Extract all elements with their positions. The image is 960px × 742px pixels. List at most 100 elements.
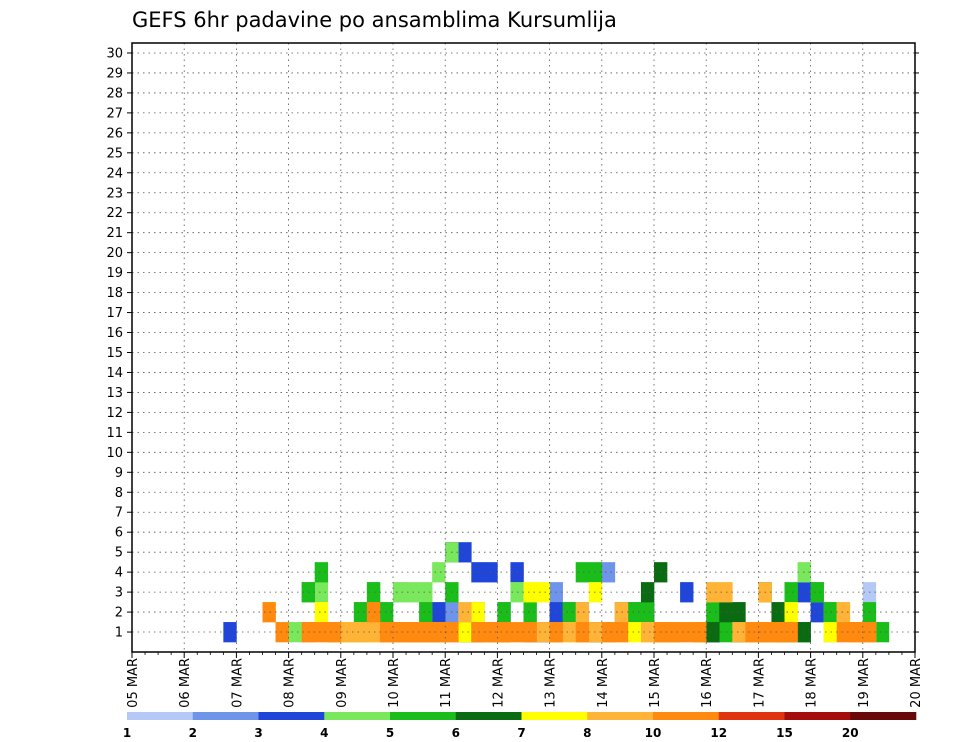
heatmap-cell bbox=[288, 622, 302, 643]
legend-swatch bbox=[455, 712, 522, 720]
legend-label: 20 bbox=[842, 726, 859, 740]
plot-frame bbox=[131, 42, 916, 653]
heatmap-cell bbox=[223, 622, 237, 643]
chart-title: GEFS 6hr padavine po ansamblima Kursumli… bbox=[132, 8, 617, 32]
heatmap-cell bbox=[314, 582, 329, 603]
y-tick-label: 24 bbox=[106, 166, 123, 181]
y-tick-label: 8 bbox=[115, 486, 123, 501]
heatmap-cell bbox=[523, 602, 537, 623]
heatmap-cell bbox=[419, 602, 433, 623]
heatmap-cell bbox=[823, 622, 837, 643]
y-tick-label: 28 bbox=[106, 86, 123, 101]
y-tick-label: 13 bbox=[106, 386, 123, 401]
heatmap-cell bbox=[314, 562, 329, 583]
heatmap-cell bbox=[575, 622, 590, 643]
heatmap-cell bbox=[836, 622, 851, 643]
heatmap-cell bbox=[810, 582, 824, 603]
heatmap-cell bbox=[680, 582, 694, 603]
heatmap-cell bbox=[432, 562, 446, 583]
legend-swatch bbox=[653, 712, 720, 720]
heatmap-cell bbox=[810, 602, 824, 623]
heatmap-cell bbox=[458, 542, 472, 563]
heatmap-cell bbox=[667, 622, 681, 643]
heatmap-cell bbox=[627, 602, 642, 623]
legend-swatch bbox=[850, 712, 917, 720]
legend-label: 1 bbox=[123, 726, 131, 740]
heatmap-cell bbox=[706, 622, 720, 643]
heatmap-cell bbox=[680, 622, 694, 643]
x-tick-label: 06 MAR bbox=[178, 658, 193, 708]
legend-swatch bbox=[192, 712, 259, 720]
heatmap-cell bbox=[771, 622, 785, 643]
x-tick-label: 12 MAR bbox=[491, 658, 506, 708]
heatmap-cell bbox=[484, 622, 498, 643]
y-tick-label: 26 bbox=[106, 126, 123, 141]
heatmap-cell bbox=[836, 602, 851, 623]
y-tick-label: 3 bbox=[115, 586, 123, 601]
heatmap-cell bbox=[393, 582, 407, 603]
heatmap-cell bbox=[393, 622, 407, 643]
legend-label: 12 bbox=[710, 726, 727, 740]
y-tick-label: 15 bbox=[106, 346, 123, 361]
legend-swatch bbox=[784, 712, 851, 720]
heatmap-cell bbox=[719, 582, 733, 603]
legend-swatch bbox=[258, 712, 325, 720]
heatmap-cell bbox=[497, 602, 511, 623]
x-axis: 05 MAR 06 MAR 07 MAR 08 MAR 09 MAR 10 MAR 11 M… bbox=[126, 652, 924, 708]
heatmap-cell bbox=[432, 622, 446, 643]
heatmap-cell bbox=[366, 582, 381, 603]
heatmap-cell bbox=[484, 562, 498, 583]
heatmap-cell bbox=[719, 602, 733, 623]
heatmap-cell bbox=[784, 582, 798, 603]
y-tick-label: 19 bbox=[106, 266, 123, 281]
y-tick-label: 29 bbox=[106, 66, 123, 81]
heatmap-cell bbox=[575, 602, 590, 623]
grid-lines bbox=[132, 43, 915, 652]
heatmap-cell bbox=[353, 622, 368, 643]
heatmap-cell bbox=[640, 582, 655, 603]
heatmap-cell bbox=[458, 622, 472, 643]
legend-label: 7 bbox=[517, 726, 525, 740]
y-tick-label: 21 bbox=[106, 226, 123, 241]
heatmap-cell bbox=[432, 602, 446, 623]
legend-label: 2 bbox=[189, 726, 197, 740]
heatmap-cell bbox=[784, 602, 798, 623]
y-tick-label: 10 bbox=[106, 446, 123, 461]
x-tick-label: 20 MAR bbox=[909, 658, 924, 708]
y-tick-label: 22 bbox=[106, 206, 123, 221]
y-tick-label: 2 bbox=[115, 606, 123, 621]
heatmap-cell bbox=[497, 622, 511, 643]
legend-label: 5 bbox=[386, 726, 394, 740]
legend-label: 10 bbox=[645, 726, 662, 740]
heatmap-cell bbox=[875, 622, 890, 643]
y-axis: 1234567891011121314151617181920212223242… bbox=[106, 46, 919, 641]
legend-swatch bbox=[390, 712, 457, 720]
y-tick-label: 14 bbox=[106, 366, 123, 381]
heatmap-cell bbox=[640, 622, 655, 643]
heatmap-cell bbox=[536, 582, 550, 603]
heatmap-cell bbox=[784, 622, 798, 643]
heatmap-cell bbox=[562, 602, 576, 623]
heatmap-cell bbox=[366, 602, 381, 623]
y-tick-label: 9 bbox=[115, 466, 123, 481]
legend-swatch bbox=[587, 712, 654, 720]
x-tick-label: 14 MAR bbox=[596, 658, 611, 708]
y-tick-label: 16 bbox=[106, 326, 123, 341]
heatmap-cell bbox=[419, 582, 433, 603]
heatmap-cell bbox=[262, 602, 276, 623]
heatmap-cell bbox=[732, 602, 746, 623]
heatmap-cell bbox=[823, 602, 837, 623]
x-tick-label: 13 MAR bbox=[544, 658, 559, 708]
x-tick-label: 09 MAR bbox=[335, 658, 350, 708]
legend-label: 6 bbox=[452, 726, 460, 740]
heatmap-cell bbox=[771, 602, 785, 623]
heatmap-cell bbox=[314, 622, 329, 643]
y-tick-label: 4 bbox=[115, 566, 123, 581]
heatmap-cell bbox=[601, 622, 616, 643]
y-tick-label: 18 bbox=[106, 286, 123, 301]
heatmap-cell bbox=[719, 622, 733, 643]
y-tick-label: 6 bbox=[115, 526, 123, 541]
heatmap-cell bbox=[562, 622, 576, 643]
legend-swatch bbox=[324, 712, 391, 720]
